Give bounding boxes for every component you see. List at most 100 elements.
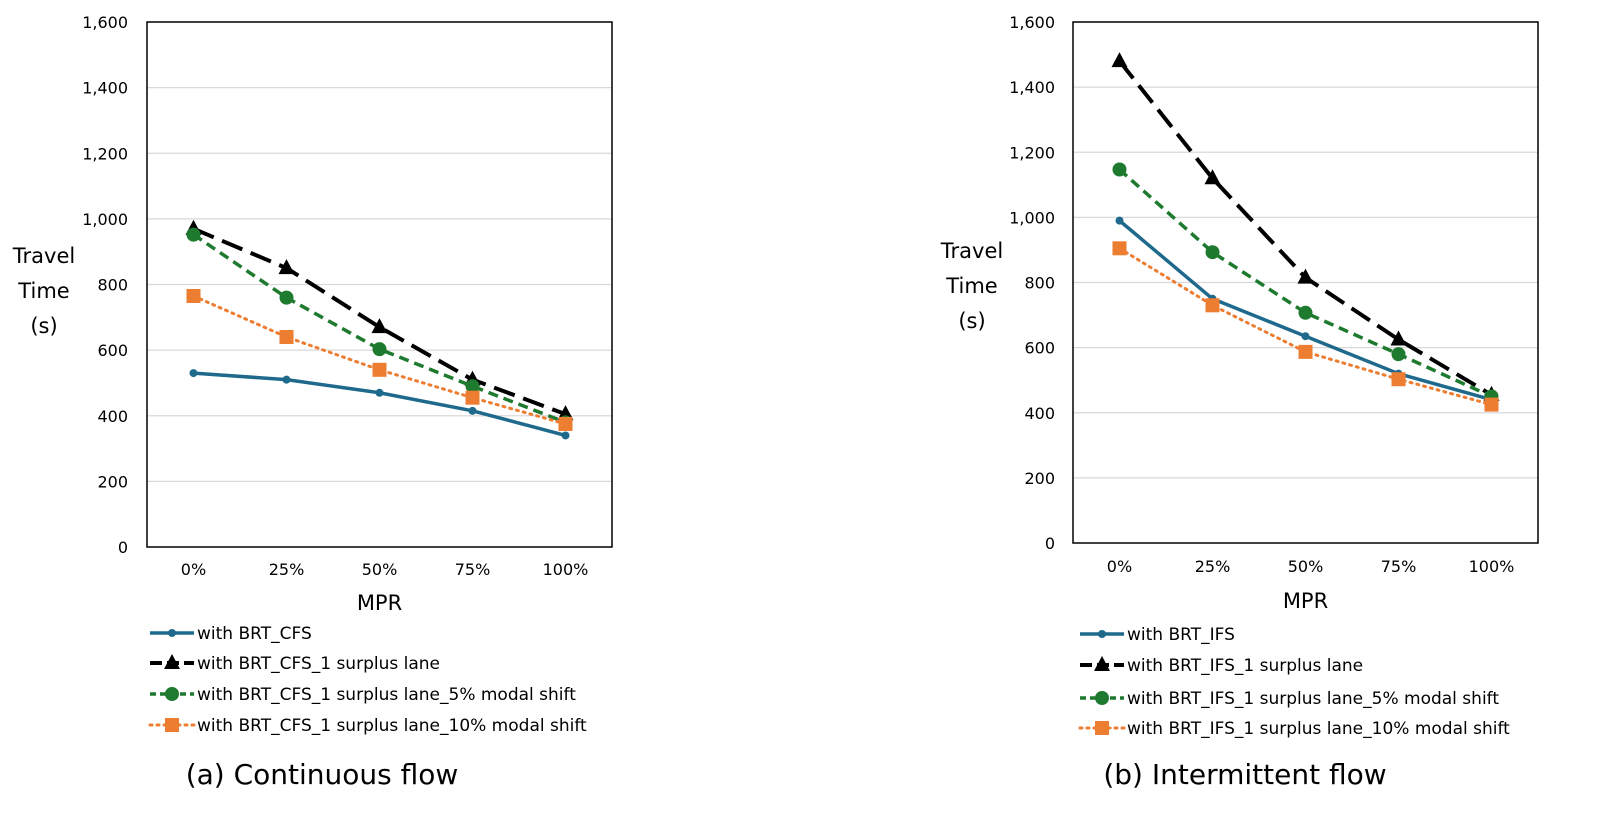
series-line — [192, 226, 567, 416]
data-point — [282, 375, 291, 384]
data-point — [278, 259, 295, 275]
data-point — [186, 288, 201, 303]
plot-area — [146, 21, 613, 548]
x-tick-label: 75% — [1381, 557, 1417, 576]
legend-label: with BRT_IFS_1 surplus lane_10% modal sh… — [1127, 719, 1510, 739]
data-point — [279, 330, 294, 344]
y-axis-label: (s) — [30, 314, 57, 338]
legend-label: with BRT_CFS_1 surplus lane_10% modal sh… — [197, 716, 587, 736]
y-axis-label: Travel — [940, 239, 1003, 263]
x-tick-label: 0% — [1107, 557, 1132, 576]
legend-label: with BRT_CFS — [197, 624, 312, 644]
data-point — [558, 416, 573, 431]
x-tick-label: 25% — [269, 560, 305, 579]
legend-marker — [164, 654, 180, 669]
x-tick-label: 50% — [362, 560, 398, 579]
legend-marker — [1094, 656, 1110, 671]
legend-label: with BRT_IFS — [1127, 625, 1235, 645]
series-line — [193, 371, 566, 438]
y-tick-label: 600 — [1024, 339, 1055, 358]
series-line — [192, 233, 567, 424]
data-point — [1111, 52, 1128, 68]
data-point — [1390, 330, 1407, 346]
data-point — [1205, 245, 1220, 260]
data-point — [371, 318, 388, 334]
y-tick-label: 1,400 — [1009, 78, 1055, 97]
data-point — [1112, 162, 1127, 177]
y-axis-label: Travel — [12, 244, 75, 268]
x-tick-label: 0% — [181, 560, 206, 579]
y-tick-label: 1,200 — [1009, 143, 1055, 162]
y-tick-label: 1,000 — [82, 210, 128, 229]
y-tick-label: 1,600 — [1009, 13, 1055, 32]
y-tick-label: 800 — [97, 276, 128, 295]
data-point — [1112, 241, 1127, 256]
legend-label: with BRT_IFS_1 surplus lane_5% modal shi… — [1127, 689, 1499, 709]
plot-area — [1072, 21, 1539, 544]
data-point — [1391, 347, 1406, 362]
x-tick-label: 75% — [455, 560, 491, 579]
panel-caption: (b) Intermittent flow — [1103, 758, 1386, 791]
legend-label: with BRT_CFS_1 surplus lane_5% modal shi… — [197, 685, 576, 705]
x-tick-label: 100% — [543, 560, 589, 579]
y-tick-label: 1,600 — [82, 13, 128, 32]
legend-label: with BRT_IFS_1 surplus lane — [1127, 656, 1363, 676]
x-axis-label: MPR — [1283, 589, 1328, 613]
y-tick-label: 0 — [1045, 534, 1055, 553]
data-point — [465, 379, 480, 394]
x-tick-label: 100% — [1469, 557, 1515, 576]
y-tick-label: 0 — [118, 538, 128, 557]
y-tick-label: 400 — [97, 407, 128, 426]
series-line — [1118, 168, 1493, 399]
data-point — [189, 369, 198, 378]
data-point — [1115, 216, 1124, 225]
y-tick-label: 1,400 — [82, 79, 128, 98]
y-axis-label: Time — [945, 274, 997, 298]
x-axis-label: MPR — [357, 591, 402, 615]
legend-label: with BRT_CFS_1 surplus lane — [197, 654, 440, 674]
series-line — [1117, 59, 1493, 397]
data-point — [1298, 305, 1313, 320]
series-line — [192, 294, 567, 426]
data-point — [1205, 298, 1220, 313]
data-point — [465, 390, 480, 405]
data-point — [186, 227, 201, 242]
x-tick-label: 25% — [1195, 557, 1231, 576]
data-point — [372, 342, 387, 357]
legend-marker — [165, 718, 179, 732]
data-point — [372, 362, 387, 377]
chart-panel-1: 0 200 400 600 800 1,000 1,200 1,400 1,600 0% 25% 50… — [12, 13, 613, 791]
series-1 — [189, 369, 570, 440]
data-point — [468, 406, 477, 415]
data-point — [279, 290, 294, 305]
x-tick-label: 50% — [1288, 557, 1324, 576]
y-tick-label: 400 — [1024, 404, 1055, 423]
panel-caption: (a) Continuous flow — [186, 758, 459, 791]
data-point — [1204, 169, 1221, 185]
legend-marker — [165, 687, 179, 701]
y-tick-label: 800 — [1024, 274, 1055, 293]
y-tick-label: 200 — [1024, 469, 1055, 488]
data-point — [1484, 397, 1499, 412]
y-axis-label: Time — [17, 279, 69, 303]
legend-marker — [1098, 630, 1106, 638]
y-axis-label: (s) — [958, 309, 985, 333]
data-point — [375, 388, 384, 397]
y-tick-label: 1,200 — [82, 144, 128, 163]
legend-marker — [168, 629, 176, 637]
series-4 — [1112, 241, 1499, 412]
y-tick-label: 200 — [97, 472, 128, 491]
data-point — [1391, 372, 1406, 387]
data-point — [1301, 332, 1310, 341]
data-point — [1298, 344, 1313, 359]
y-tick-label: 600 — [97, 341, 128, 360]
legend-marker — [1095, 691, 1109, 705]
legend-marker — [1095, 721, 1109, 735]
data-point — [561, 431, 570, 440]
data-point — [557, 405, 574, 421]
series-4 — [186, 288, 573, 431]
y-tick-label: 1,000 — [1009, 208, 1055, 227]
